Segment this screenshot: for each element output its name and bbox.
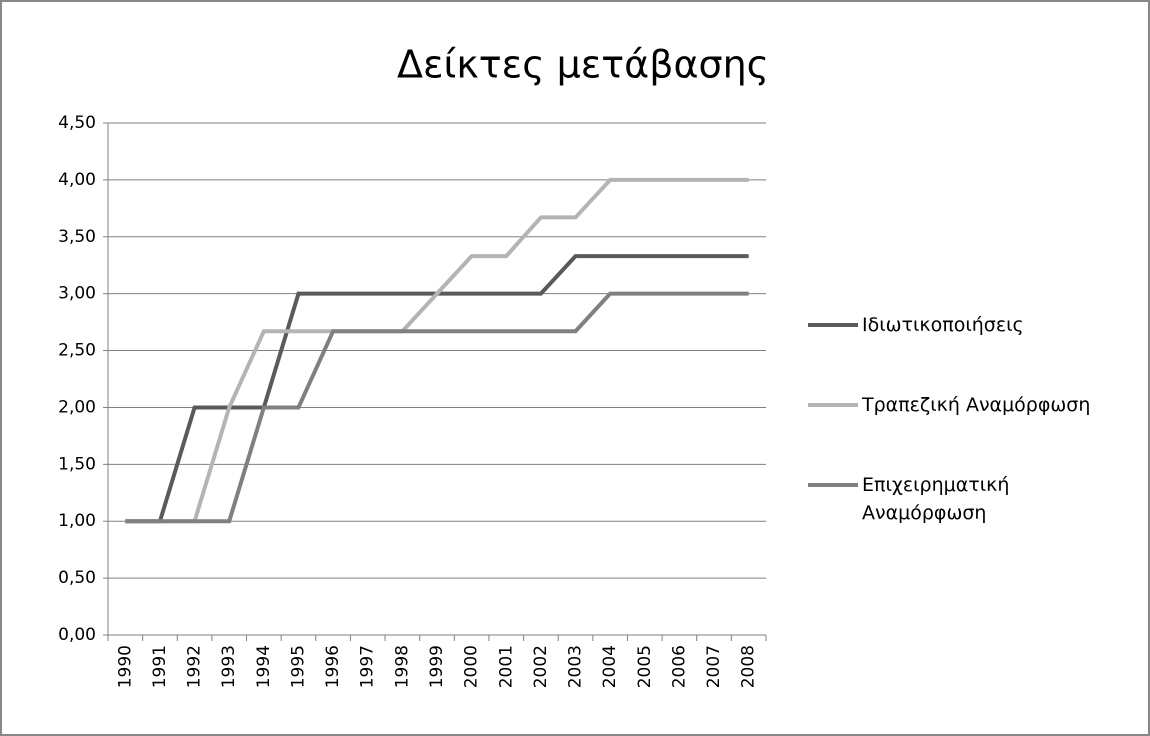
x-tick-label: 2000 [462, 645, 482, 688]
series-line [125, 291, 749, 524]
x-tick-label: 1991 [150, 645, 170, 688]
legend-label: Επιχειρηματική Αναμόρφωση [862, 474, 1010, 524]
x-tick-label: 2003 [566, 645, 586, 688]
legend-item: Ιδιωτικοποιήσεις [808, 311, 1138, 339]
y-tick-label: 2,50 [58, 341, 96, 361]
x-tick-label: 1997 [358, 645, 378, 688]
legend-item: Επιχειρηματική Αναμόρφωση [808, 471, 1138, 527]
series-line [125, 177, 749, 524]
y-tick-label: 2,00 [58, 397, 96, 417]
x-tick-label: 2007 [704, 645, 724, 688]
y-tick-label: 3,50 [58, 227, 96, 247]
legend-item: Τραπεζική Αναμόρφωση [808, 391, 1138, 419]
y-tick-label: 3,00 [58, 284, 96, 304]
legend-label: Ιδιωτικοποιήσεις [862, 314, 1024, 336]
x-tick-label: 2008 [739, 645, 759, 688]
x-tick-label: 2002 [531, 645, 551, 688]
x-tick-label: 2005 [635, 645, 655, 688]
x-tick-label: 1999 [427, 645, 447, 688]
x-tick-label: 1990 [115, 645, 135, 688]
y-tick-label: 4,00 [58, 170, 96, 190]
x-tick-label: 1994 [254, 645, 274, 688]
legend-swatch [808, 403, 858, 407]
y-tick-label: 0,00 [58, 625, 96, 645]
y-tick-label: 0,50 [58, 568, 96, 588]
x-tick-label: 2004 [600, 645, 620, 688]
y-tick-label: 4,50 [58, 113, 96, 133]
x-tick-label: 1995 [288, 645, 308, 688]
y-tick-label: 1,50 [58, 454, 96, 474]
x-tick-label: 1993 [219, 645, 239, 688]
legend-label: Τραπεζική Αναμόρφωση [862, 394, 1091, 416]
legend-swatch [808, 323, 858, 327]
x-tick-label: 1992 [185, 645, 205, 688]
x-tick-label: 1998 [392, 645, 412, 688]
x-tick-label: 1996 [323, 645, 343, 688]
x-tick-label: 2006 [669, 645, 689, 688]
x-tick-label: 2001 [496, 645, 516, 688]
y-tick-label: 1,00 [58, 511, 96, 531]
chart-title: Δείκτες μετάβασης [397, 43, 769, 87]
legend-swatch [808, 483, 858, 487]
